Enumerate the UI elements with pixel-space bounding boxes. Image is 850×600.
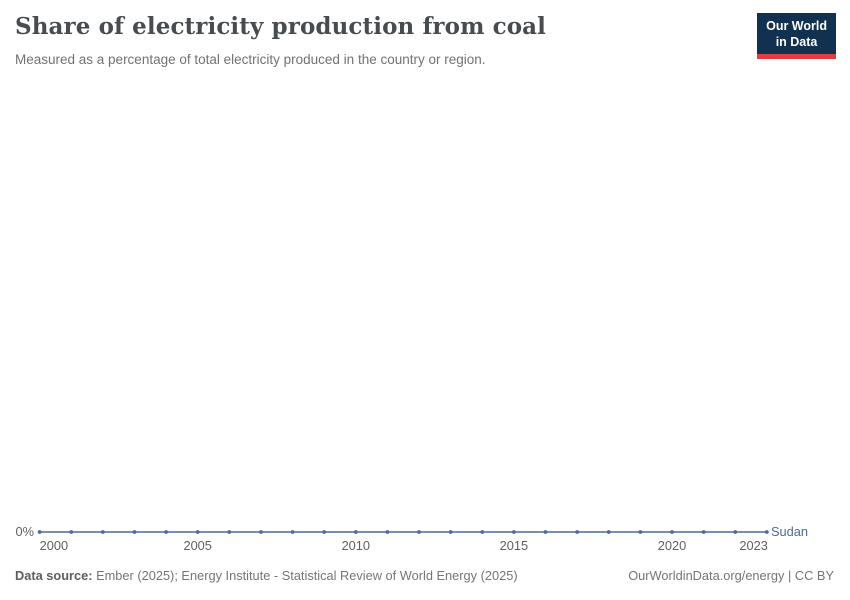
data-point	[448, 530, 453, 534]
data-point	[164, 530, 168, 534]
data-point	[100, 530, 105, 534]
x-tick-label: 2020	[657, 538, 687, 553]
data-point	[385, 530, 390, 534]
owid-logo-line2: in Data	[775, 35, 818, 49]
data-point	[638, 530, 643, 534]
data-point	[259, 530, 263, 534]
x-tick-label: 2023	[739, 538, 768, 553]
data-point	[670, 530, 674, 534]
data-source-label: Data source:	[15, 568, 93, 583]
page-title: Share of electricity production from coa…	[15, 13, 547, 40]
x-tick-label: 2005	[183, 538, 212, 553]
data-point	[132, 530, 137, 534]
data-point	[195, 530, 200, 534]
data-point	[575, 530, 580, 534]
y-tick-label: 0%	[15, 524, 35, 539]
footer: Data source: Ember (2025); Energy Instit…	[15, 568, 834, 583]
data-point	[353, 530, 358, 534]
data-point	[606, 530, 611, 534]
data-point	[701, 530, 706, 534]
footer-link[interactable]: OurWorldinData.org/energy | CC BY	[628, 568, 834, 583]
data-point	[480, 530, 485, 534]
data-source-note: Data source: Ember (2025); Energy Instit…	[15, 568, 518, 583]
x-tick-label: 2015	[499, 538, 529, 553]
data-point	[417, 530, 421, 534]
chart-subtitle: Measured as a percentage of total electr…	[15, 52, 486, 67]
data-point	[764, 530, 769, 534]
owid-logo[interactable]: Our World in Data	[757, 13, 836, 59]
owid-logo-line1: Our World	[766, 19, 827, 33]
x-tick-label: 2000	[39, 538, 69, 553]
data-point	[733, 530, 738, 534]
data-point	[69, 530, 74, 534]
data-point	[37, 530, 42, 534]
data-point	[290, 530, 295, 534]
data-point	[227, 530, 232, 534]
data-point	[543, 530, 548, 534]
data-source-text: Ember (2025); Energy Institute - Statist…	[92, 568, 518, 583]
entity-label-sudan[interactable]: Sudan	[771, 524, 809, 539]
data-point	[322, 530, 327, 534]
x-tick-label: 2010	[341, 538, 371, 553]
data-point	[512, 530, 516, 534]
